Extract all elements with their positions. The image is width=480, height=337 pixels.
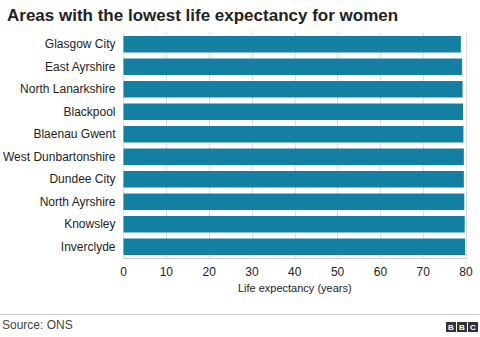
svg-text:Blaenau Gwent: Blaenau Gwent	[33, 127, 116, 141]
svg-text:Areas with the lowest life exp: Areas with the lowest life expectancy fo…	[7, 6, 398, 25]
svg-text:C: C	[470, 323, 476, 332]
svg-text:East Ayrshire: East Ayrshire	[45, 60, 116, 74]
svg-text:Blackpool: Blackpool	[63, 105, 115, 119]
svg-text:50: 50	[331, 265, 345, 279]
svg-text:B: B	[459, 323, 465, 332]
svg-text:North Ayrshire: North Ayrshire	[40, 195, 116, 209]
svg-text:Glasgow City: Glasgow City	[45, 37, 116, 51]
svg-text:70: 70	[417, 265, 431, 279]
svg-text:B: B	[448, 323, 454, 332]
svg-text:Source: ONS: Source: ONS	[2, 318, 73, 332]
svg-text:80: 80	[459, 265, 473, 279]
svg-text:60: 60	[374, 265, 388, 279]
svg-text:0: 0	[120, 265, 127, 279]
svg-text:Knowsley: Knowsley	[64, 217, 115, 231]
svg-text:West Dunbartonshire: West Dunbartonshire	[3, 150, 116, 164]
svg-text:40: 40	[288, 265, 302, 279]
svg-text:North Lanarkshire: North Lanarkshire	[20, 82, 116, 96]
svg-text:30: 30	[245, 265, 259, 279]
svg-text:20: 20	[202, 265, 216, 279]
svg-text:Inverclyde: Inverclyde	[61, 240, 116, 254]
svg-text:Life expectancy (years): Life expectancy (years)	[238, 282, 352, 294]
svg-text:Dundee City: Dundee City	[49, 172, 115, 186]
svg-text:10: 10	[160, 265, 174, 279]
